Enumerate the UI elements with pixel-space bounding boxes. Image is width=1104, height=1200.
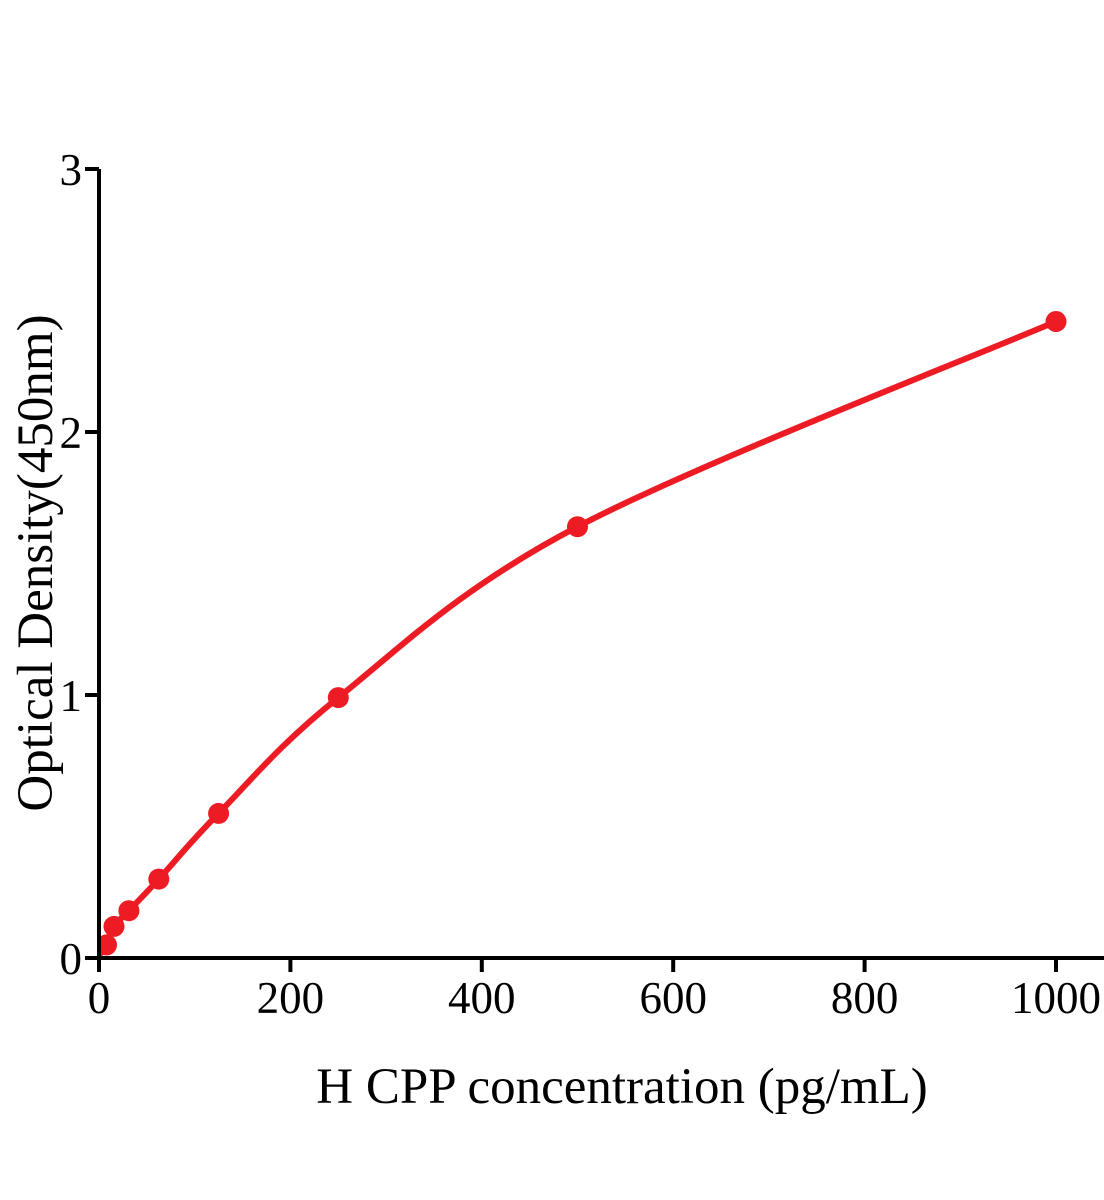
- y-tick-labels: 0 1 2 3: [60, 145, 83, 984]
- data-point-marker: [99, 934, 117, 956]
- data-point-marker: [327, 687, 349, 709]
- data-point-marker: [1045, 311, 1067, 332]
- x-tick-labels: 0 200 400 600 800 1000: [88, 973, 1101, 1023]
- x-tick-label: 200: [257, 973, 325, 1023]
- data-point-marker: [148, 868, 170, 890]
- y-tick-label: 1: [60, 671, 83, 721]
- data-point-marker: [118, 900, 140, 922]
- x-axis-title: H CPP concentration (pg/mL): [316, 1059, 927, 1115]
- y-axis-title: Optical Density(450nm): [8, 314, 64, 811]
- series-layer: [99, 311, 1067, 959]
- data-point-marker: [208, 802, 230, 824]
- y-tick-label: 0: [60, 934, 83, 984]
- data-point-marker: [567, 516, 588, 538]
- x-tick-label: 400: [448, 973, 516, 1023]
- x-tick-label: 1000: [1011, 973, 1101, 1023]
- standard-curve-line: [99, 318, 1059, 959]
- x-tick-label: 800: [831, 973, 899, 1023]
- x-tick-label: 600: [639, 973, 707, 1023]
- x-tick-label: 0: [88, 973, 111, 1023]
- data-point-marker: [103, 915, 125, 937]
- axes-layer: [85, 167, 1104, 972]
- y-tick-label: 3: [60, 145, 83, 195]
- y-tick-label: 2: [60, 408, 83, 458]
